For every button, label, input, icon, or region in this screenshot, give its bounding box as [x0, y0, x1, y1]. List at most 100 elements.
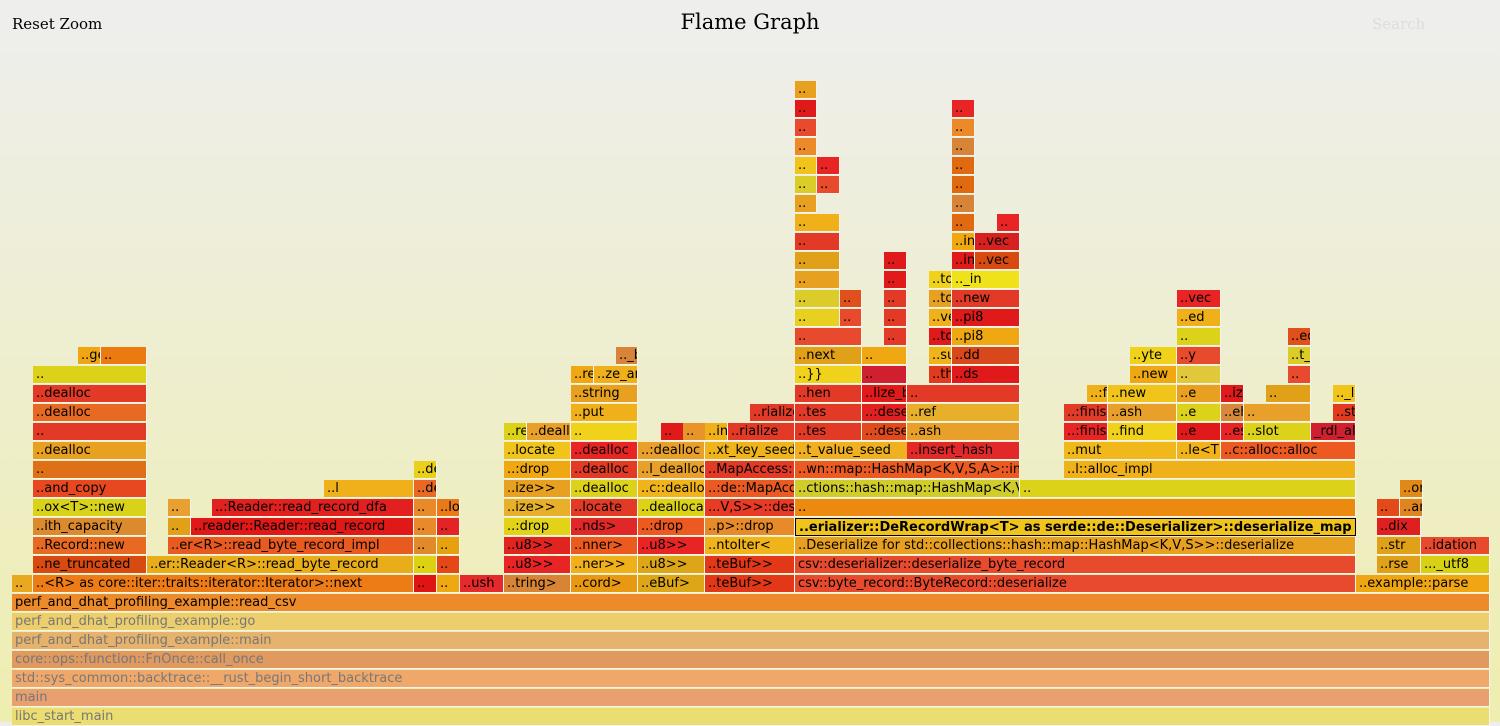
flame-frame[interactable]: ..: [795, 119, 817, 137]
flame-frame[interactable]: ..find: [1108, 423, 1177, 441]
flame-frame[interactable]: ..: [795, 100, 817, 118]
flame-frame[interactable]: ..eBuf>: [638, 575, 705, 593]
flame-frame[interactable]: .._bytes: [616, 347, 638, 365]
flame-frame[interactable]: ..: [884, 252, 907, 270]
flame-frame[interactable]: ..teBuf>>: [705, 556, 795, 574]
flame-frame[interactable]: ..: [795, 176, 817, 194]
flame-frame[interactable]: ..tring>: [504, 575, 571, 593]
flame-frame[interactable]: ..: [661, 423, 684, 441]
flame-frame[interactable]: ..new: [952, 290, 1020, 308]
flame-frame[interactable]: ..Deserialize for std::collections::hash…: [795, 537, 1356, 555]
flame-frame[interactable]: ..: [952, 138, 975, 156]
flame-frame[interactable]: ..: [437, 537, 460, 555]
flame-frame[interactable]: ..ctions::hash::map::HashMap<K,V,S>>::in…: [795, 480, 1020, 498]
flame-frame[interactable]: ..locate: [504, 442, 571, 460]
flame-frame[interactable]: ..: [571, 423, 638, 441]
flame-frame[interactable]: ..: [1377, 499, 1400, 517]
flame-frame[interactable]: ..t_bytes: [1288, 347, 1311, 365]
flame-frame[interactable]: ..:drop: [504, 518, 571, 536]
flame-frame[interactable]: _rdl_alloc: [1311, 423, 1356, 441]
flame-frame[interactable]: ..vec_in: [929, 309, 952, 327]
flame-frame[interactable]: ..idation: [1421, 537, 1490, 555]
flame-frame[interactable]: ..ehash: [1221, 404, 1244, 422]
flame-frame[interactable]: std::sys_common::backtrace::__rust_begin…: [12, 670, 1490, 688]
flame-frame[interactable]: ..u8>>: [638, 556, 705, 574]
flame-frame[interactable]: ..ash: [907, 423, 1020, 441]
flame-frame[interactable]: ..ref: [907, 404, 1020, 422]
flame-frame[interactable]: ..l::alloc_impl: [1064, 461, 1356, 479]
flame-frame[interactable]: ..: [795, 271, 840, 289]
flame-frame[interactable]: ..e: [1177, 423, 1221, 441]
flame-frame[interactable]: ..string: [571, 385, 638, 403]
flame-frame[interactable]: ..ner>>: [571, 556, 638, 574]
flame-frame[interactable]: ..dix: [1377, 518, 1421, 536]
flame-frame[interactable]: ..to_vec: [929, 271, 952, 289]
flame-frame[interactable]: ..:deserialize: [862, 423, 907, 441]
flame-frame[interactable]: ..dealloc: [33, 404, 147, 422]
flame-frame[interactable]: ..: [952, 176, 975, 194]
flame-frame[interactable]: ..:finish: [1064, 423, 1108, 441]
flame-frame[interactable]: ..c::dealloc: [638, 480, 705, 498]
flame-frame[interactable]: ..str: [1377, 537, 1421, 555]
flame-frame[interactable]: ..cord>: [571, 575, 638, 593]
flame-frame[interactable]: ..ed: [1288, 328, 1311, 346]
flame-frame[interactable]: ..: [795, 309, 840, 327]
flame-frame[interactable]: ..:dealloc: [638, 442, 705, 460]
flame-frame[interactable]: .._in: [952, 271, 1020, 289]
flame-frame[interactable]: ..: [840, 290, 862, 308]
flame-frame[interactable]: ..: [414, 537, 437, 555]
flame-frame[interactable]: ..or>::allocate: [1400, 480, 1423, 498]
flame-frame[interactable]: ..tes: [795, 423, 862, 441]
flame-frame[interactable]: ..vec: [975, 252, 1020, 270]
flame-frame[interactable]: ..:Reader::read_record_dfa: [212, 499, 414, 517]
flame-frame[interactable]: ..: [414, 499, 437, 517]
flame-frame[interactable]: ..ize>>: [504, 480, 571, 498]
flame-frame[interactable]: ..: [795, 290, 840, 308]
flame-frame[interactable]: ..: [683, 423, 706, 441]
flame-frame[interactable]: ..hen: [795, 385, 862, 403]
flame-frame[interactable]: ..e: [1177, 404, 1221, 422]
flame-frame[interactable]: ..: [795, 157, 817, 175]
flame-frame[interactable]: ..: [1177, 366, 1221, 384]
flame-frame[interactable]: ..: [795, 138, 817, 156]
flame-frame[interactable]: ..: [795, 499, 1356, 517]
flame-frame[interactable]: ..dd: [952, 347, 1020, 365]
flame-frame[interactable]: ..: [1244, 404, 1311, 422]
flame-frame[interactable]: csv::deserializer::deserialize_byte_reco…: [795, 556, 1356, 574]
flame-frame[interactable]: ...V,S>>::deserialize::MapVisitor<K,V,S>…: [705, 499, 795, 517]
flame-frame[interactable]: ..: [1020, 480, 1356, 498]
flame-frame[interactable]: ..: [952, 119, 975, 137]
flame-frame[interactable]: ..then: [929, 366, 952, 384]
flame-frame[interactable]: ..: [795, 233, 840, 251]
flame-frame[interactable]: ..rse: [1377, 556, 1421, 574]
flame-frame[interactable]: ..e: [1177, 385, 1221, 403]
flame-frame[interactable]: ..nds>: [571, 518, 638, 536]
flame-frame[interactable]: ..slot: [1244, 423, 1311, 441]
flame-frame[interactable]: ..: [795, 214, 840, 232]
flame-frame[interactable]: ..: [437, 556, 460, 574]
flame-frame[interactable]: ..dealloc: [571, 461, 638, 479]
flame-frame[interactable]: ..ush: [460, 575, 504, 593]
flame-frame[interactable]: ..vec: [1177, 290, 1221, 308]
flame-frame[interactable]: ..: [437, 575, 460, 593]
flame-frame[interactable]: ..ntoIter<: [705, 537, 795, 555]
flame-frame[interactable]: ..: [1288, 366, 1311, 384]
flame-frame[interactable]: ..ne_truncated: [33, 556, 147, 574]
flame-frame[interactable]: ..u8>>: [504, 537, 571, 555]
flame-frame[interactable]: ..: [168, 518, 191, 536]
flame-frame[interactable]: ..new: [1130, 366, 1177, 384]
flame-frame[interactable]: ..: [884, 290, 907, 308]
flame-frame[interactable]: ..: [862, 347, 907, 365]
flame-frame[interactable]: ..: [884, 328, 907, 346]
flame-frame[interactable]: ..: [795, 195, 817, 213]
flame-frame[interactable]: ..<R> as core::iter::traits::iterator::I…: [33, 575, 414, 593]
flame-frame[interactable]: .._libc_malloc: [1333, 385, 1356, 403]
flame-frame[interactable]: ..: [101, 347, 147, 365]
flame-frame[interactable]: ..example::parse: [1356, 575, 1490, 593]
flame-frame[interactable]: libc_start_main: [12, 708, 1490, 726]
flame-frame[interactable]: ..teBuf>>: [705, 575, 795, 593]
flame-frame[interactable]: ..: [1177, 328, 1221, 346]
flame-frame[interactable]: ..wn::map::HashMap<K,V,S,A>::insert: [795, 461, 1020, 479]
flame-frame[interactable]: ..: [1266, 385, 1311, 403]
flame-frame[interactable]: ..sure}}: [929, 347, 952, 365]
